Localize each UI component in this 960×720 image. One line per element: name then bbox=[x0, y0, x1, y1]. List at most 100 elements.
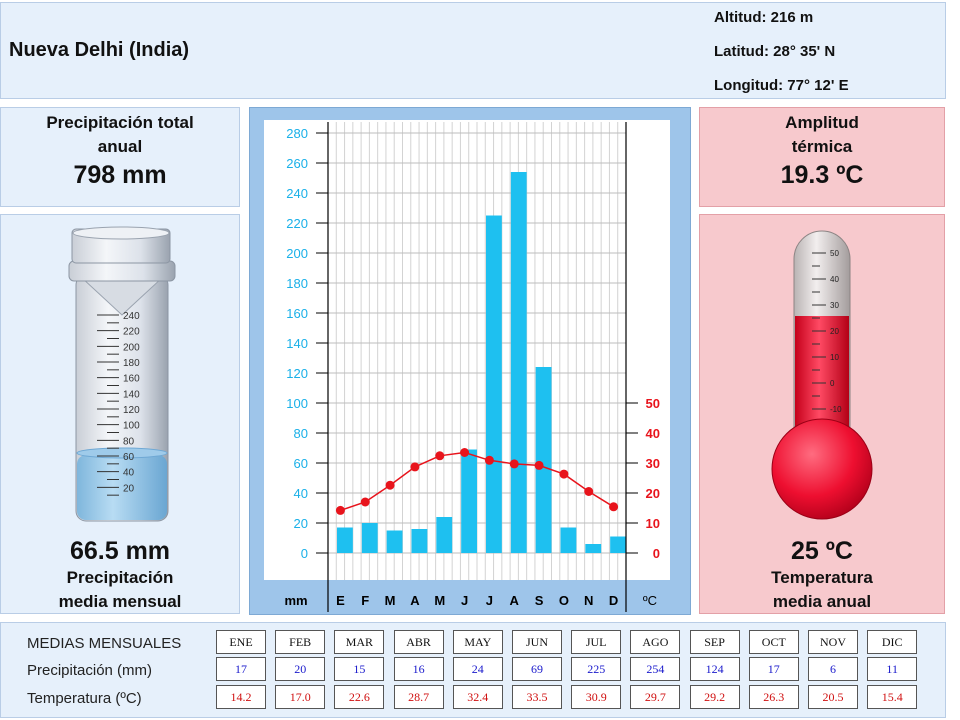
month-label: F bbox=[361, 593, 369, 608]
temp-cell: 32.4 bbox=[452, 685, 503, 709]
temp-cell: 15.4 bbox=[867, 685, 918, 709]
left-axis-tick-label: 140 bbox=[286, 336, 308, 351]
precip-bar bbox=[560, 527, 577, 553]
gauge-tick-label: 20 bbox=[123, 483, 135, 494]
month-header-cell: ABR bbox=[393, 630, 444, 654]
precip-cell: 69 bbox=[512, 657, 562, 681]
gauge-tick-label: 220 bbox=[123, 327, 140, 338]
temp-cell: 29.7 bbox=[630, 685, 681, 709]
temperature-line bbox=[340, 451, 614, 512]
mean-precipitation-panel: 240 220 200 180 160 140 120 100 80 60 40 20 66.5 mm… bbox=[0, 214, 240, 614]
rain-gauge-icon: 240 220 200 180 160 140 120 100 80 60 40 20 bbox=[68, 226, 176, 522]
temperature-point bbox=[410, 462, 420, 472]
amplitude-label-2: térmica bbox=[791, 137, 853, 156]
left-axis-tick-label: 200 bbox=[286, 246, 308, 261]
temperature-point bbox=[609, 502, 619, 512]
temp-cell: 17.0 bbox=[275, 685, 326, 709]
left-axis-tick-label: 280 bbox=[286, 126, 308, 141]
station-header: Nueva Delhi (India) Altitud: 216 m Latit… bbox=[0, 2, 946, 99]
station-title: Nueva Delhi (India) bbox=[9, 39, 190, 61]
longitude-label: Longitud: 77° 12' E bbox=[714, 77, 849, 94]
gauge-tick-label: 140 bbox=[123, 389, 140, 400]
temp-cell: 22.6 bbox=[334, 685, 385, 709]
precip-cell: 254 bbox=[630, 657, 681, 681]
gauge-tick-label: 60 bbox=[123, 452, 135, 463]
precip-bar bbox=[585, 544, 602, 553]
temperature-point bbox=[385, 480, 395, 490]
month-header-cell: JUN bbox=[512, 630, 562, 654]
precip-bar bbox=[436, 517, 453, 553]
right-axis-tick-label: 40 bbox=[646, 426, 660, 441]
precip-bar bbox=[486, 215, 502, 553]
left-axis-tick-label: 100 bbox=[286, 396, 308, 411]
thermo-tick-label: 50 bbox=[830, 249, 839, 258]
month-header-cell: MAR bbox=[334, 630, 385, 654]
month-label: D bbox=[609, 593, 618, 608]
left-axis-tick-label: 160 bbox=[286, 306, 308, 321]
left-axis-unit: mm bbox=[284, 593, 307, 608]
precip-cell: 15 bbox=[334, 657, 385, 681]
precip-cell: 16 bbox=[393, 657, 444, 681]
month-header-cell: MAY bbox=[452, 630, 503, 654]
month-label: A bbox=[410, 593, 420, 608]
precip-cell: 20 bbox=[275, 657, 326, 681]
temperature-point bbox=[559, 469, 569, 479]
left-axis-tick-label: 0 bbox=[301, 546, 308, 561]
month-header-cell: NOV bbox=[808, 630, 858, 654]
mean-temperature-panel: 50 40 30 20 10 0 -10 25 ºC Temperatura media a… bbox=[699, 214, 945, 614]
temp-cell: 29.2 bbox=[689, 685, 740, 709]
annual-precip-value: 798 mm bbox=[73, 161, 167, 189]
latitude-label: Latitud: 28° 35' N bbox=[714, 43, 836, 60]
mean-temp-label-1: Temperatura bbox=[771, 568, 873, 587]
climograph: 0 20 40 60 80 100 120 140 160 180 200 220 240 260 280 … bbox=[249, 107, 691, 615]
month-label: A bbox=[510, 593, 520, 608]
amplitude-value: 19.3 ºC bbox=[780, 161, 864, 189]
precip-cell: 17 bbox=[748, 657, 799, 681]
precip-cell: 6 bbox=[808, 657, 858, 681]
precip-bar bbox=[361, 523, 378, 553]
mean-precip-label-2: media mensual bbox=[58, 592, 182, 611]
left-axis-tick-label: 80 bbox=[294, 426, 308, 441]
month-label: E bbox=[336, 593, 345, 608]
precip-cell: 17 bbox=[216, 657, 266, 681]
left-axis-tick-label: 120 bbox=[286, 366, 308, 381]
precip-row-label: Precipitación (mm) bbox=[27, 662, 153, 679]
gauge-tick-label: 160 bbox=[123, 374, 140, 385]
mean-temp-label-2: media anual bbox=[772, 592, 872, 611]
thermo-tick-label: 10 bbox=[830, 353, 839, 362]
climograph-svg: 020406080100120140160180200220240260280 … bbox=[264, 120, 670, 612]
thermo-tick-label: 20 bbox=[830, 327, 839, 336]
temperature-point bbox=[509, 459, 519, 469]
month-header-cell: FEB bbox=[275, 630, 326, 654]
temp-row-label: Temperatura (ºC) bbox=[27, 690, 142, 707]
mean-temp-value: 25 ºC bbox=[791, 537, 853, 565]
temperature-point bbox=[460, 448, 470, 457]
mean-precip-label-1: Precipitación bbox=[66, 568, 174, 587]
month-label: M bbox=[385, 593, 396, 608]
temp-cell: 33.5 bbox=[512, 685, 562, 709]
precip-cell: 225 bbox=[571, 657, 622, 681]
left-axis-tick-label: 180 bbox=[286, 276, 308, 291]
table-title: MEDIAS MENSUALES bbox=[27, 635, 182, 652]
left-axis-tick-label: 20 bbox=[294, 516, 308, 531]
precip-bar bbox=[337, 527, 353, 553]
temperature-point bbox=[335, 505, 345, 515]
gauge-tick-label: 40 bbox=[123, 468, 135, 479]
left-axis-tick-label: 260 bbox=[286, 156, 308, 171]
thermo-tick-label: 40 bbox=[830, 275, 839, 284]
right-axis-unit: ºC bbox=[643, 593, 657, 608]
temp-cell: 26.3 bbox=[748, 685, 799, 709]
gauge-tick-label: 120 bbox=[123, 405, 140, 416]
month-label: M bbox=[434, 593, 445, 608]
left-axis-tick-label: 220 bbox=[286, 216, 308, 231]
month-header-cell: DIC bbox=[867, 630, 918, 654]
left-axis-tick-label: 60 bbox=[294, 456, 308, 471]
temperature-point bbox=[435, 451, 445, 461]
annual-precip-label-1: Precipitación total bbox=[46, 113, 194, 132]
month-label: J bbox=[486, 593, 493, 608]
thermo-tick-label: 30 bbox=[830, 301, 839, 310]
right-axis-tick-label: 20 bbox=[646, 486, 660, 501]
precip-cell: 124 bbox=[689, 657, 740, 681]
left-axis-tick-label: 240 bbox=[286, 186, 308, 201]
temperature-point bbox=[534, 460, 544, 470]
